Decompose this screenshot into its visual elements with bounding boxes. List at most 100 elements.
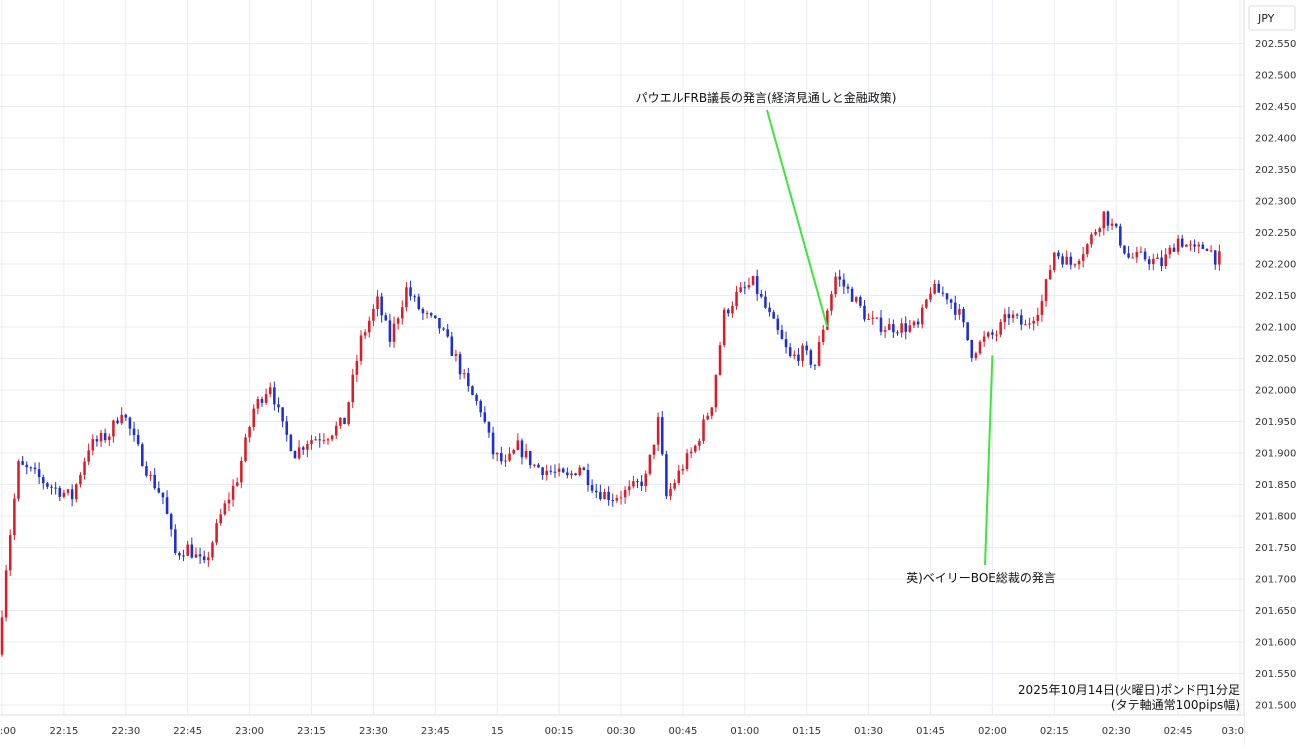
candle-body <box>318 439 322 441</box>
candle-body <box>925 299 928 308</box>
candle-body <box>644 473 648 487</box>
x-tick-label: 22:15 <box>49 726 78 737</box>
candle-body <box>669 488 672 497</box>
y-tick-label: 202.150 <box>1255 291 1296 302</box>
candle-body <box>702 419 705 441</box>
candle-body <box>537 464 540 468</box>
candle-body <box>91 439 95 451</box>
candle-body <box>149 474 152 476</box>
candle-body <box>698 440 701 446</box>
candle-body <box>1061 256 1064 265</box>
candle-body <box>343 417 346 425</box>
candle-body <box>714 374 718 408</box>
candle-body <box>557 468 561 472</box>
candle-body <box>1152 258 1155 265</box>
candle-body <box>710 407 714 416</box>
candle-body <box>867 318 870 320</box>
candle-body <box>974 353 978 358</box>
candle-body <box>1048 270 1052 280</box>
candle-body <box>995 334 998 336</box>
candle-body <box>929 293 932 300</box>
candle-body <box>297 447 301 459</box>
candle-body <box>1197 244 1201 247</box>
candle-body <box>1205 248 1209 251</box>
candle-body <box>665 454 668 497</box>
x-tick-label: 22:45 <box>173 726 202 737</box>
x-tick-label: 23:15 <box>297 726 326 737</box>
x-tick-label: 02:30 <box>1102 726 1131 737</box>
candle-body <box>79 474 82 485</box>
candle-body <box>1053 252 1056 271</box>
candle-body <box>937 283 941 293</box>
candle-body <box>207 557 210 561</box>
candle-body <box>198 554 202 557</box>
candle-body <box>458 354 462 375</box>
candle-body <box>475 394 478 402</box>
candle-body <box>186 544 189 556</box>
chart-caption-line1: 2025年10月14日(火曜日)ポンド円1分足 <box>1018 683 1240 697</box>
candle-body <box>863 305 866 320</box>
candle-body <box>322 440 326 442</box>
candle-body <box>401 307 404 319</box>
candle-body <box>999 322 1002 335</box>
candle-body <box>1218 251 1221 265</box>
chart-caption-line2: (タテ軸通常100pips幅) <box>1111 697 1240 712</box>
candle-body <box>37 469 41 478</box>
candle-body <box>797 354 800 361</box>
candle-body <box>62 492 66 497</box>
candle-body <box>780 330 784 340</box>
candle-body <box>735 291 738 306</box>
candle-body <box>838 276 841 280</box>
candle-body <box>355 360 359 375</box>
candle-body <box>240 460 243 483</box>
x-tick-label: 22:30 <box>111 726 140 737</box>
candle-body <box>25 464 29 468</box>
candle-body <box>396 318 400 324</box>
candle-body <box>306 443 309 450</box>
candle-body <box>760 293 763 297</box>
annotation-bailey: 英)ベイリーBOE総裁の発言 <box>906 571 1056 585</box>
candle-body <box>731 305 734 314</box>
candle-body <box>817 342 821 366</box>
candle-body <box>594 490 598 493</box>
x-tick-label: 01:45 <box>916 726 945 737</box>
candle-body <box>570 473 573 476</box>
candle-body <box>487 421 491 433</box>
x-tick-label: 00:15 <box>545 726 574 737</box>
y-axis-ticks: 202.550 202.500 202.450 202.400 202.350 202.3… <box>1255 39 1296 712</box>
candle-body <box>561 468 565 473</box>
candle-body <box>772 312 775 319</box>
candle-body <box>768 307 771 313</box>
candle-body <box>268 387 272 395</box>
candle-body <box>108 436 111 441</box>
candle-body <box>388 320 392 342</box>
candle-body <box>603 491 606 500</box>
y-tick-label: 202.250 <box>1255 228 1296 239</box>
candle-body <box>442 328 445 330</box>
candle-body <box>1077 260 1081 265</box>
candle-body <box>99 433 103 442</box>
annotation-powell: パウエルFRB議長の発言(経済見通しと金融政策) <box>636 90 897 105</box>
candle-body <box>384 315 388 321</box>
x-tick-label: 02:00 <box>978 726 1007 737</box>
candle-body <box>256 399 260 409</box>
candle-body <box>1028 323 1031 325</box>
candle-body <box>1201 244 1205 249</box>
candle-body <box>252 408 256 427</box>
candle-body <box>541 467 544 476</box>
candle-body <box>743 287 747 289</box>
candle-body <box>586 469 590 486</box>
y-tick-label: 201.700 <box>1255 575 1296 586</box>
candle-body <box>590 485 594 491</box>
candle-body <box>970 340 974 358</box>
candle-body <box>718 345 722 375</box>
candle-body <box>545 470 548 476</box>
candle-body <box>1057 252 1060 257</box>
candle-body <box>1160 257 1163 267</box>
candle-body <box>1114 223 1118 227</box>
candle-body <box>991 332 994 335</box>
x-tick-label: 01:15 <box>792 726 821 737</box>
candle-body <box>1131 257 1134 259</box>
